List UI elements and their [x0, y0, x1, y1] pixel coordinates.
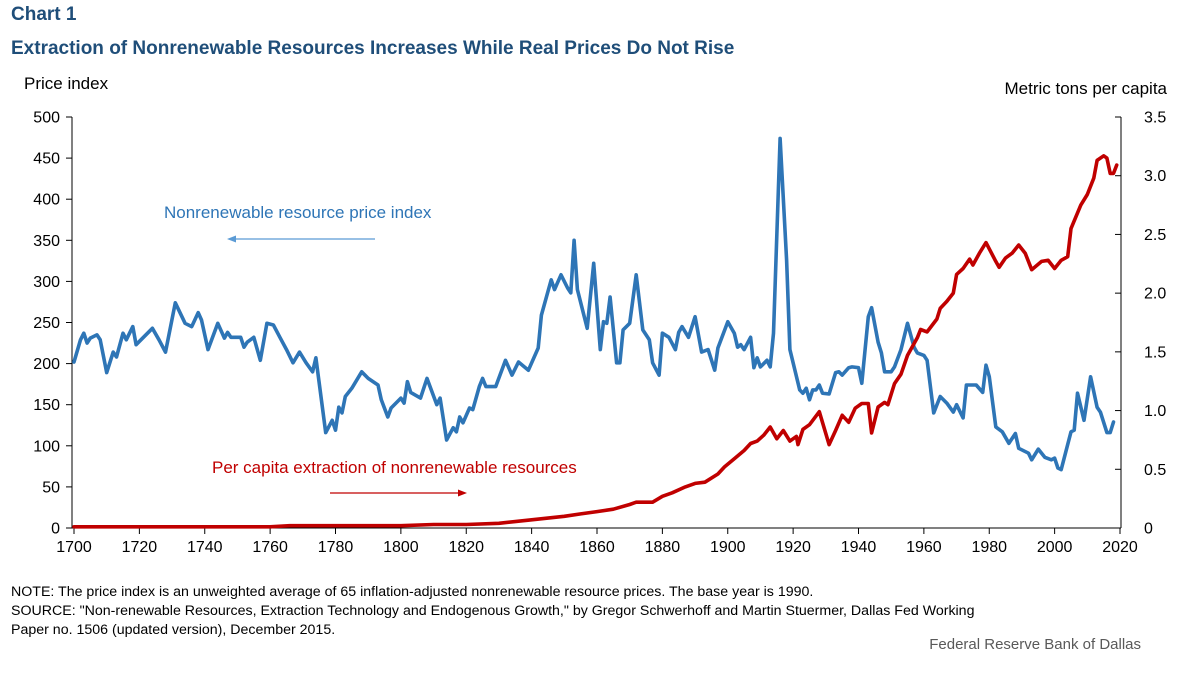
source-credit: Federal Reserve Bank of Dallas — [929, 636, 1141, 653]
y-tick-label-left: 500 — [33, 110, 60, 127]
x-tick-label: 1980 — [971, 539, 1007, 556]
x-tick-label: 1700 — [56, 539, 92, 556]
y-tick-label-right: 1.0 — [1144, 403, 1166, 420]
arrow-right-icon — [458, 489, 467, 497]
chart-number: Chart 1 — [11, 4, 77, 25]
x-tick-label: 1840 — [514, 539, 550, 556]
x-tick-label: 1760 — [252, 539, 288, 556]
axes: 0 50 100 150 200 250 300 350 400 450 500 0 0.5 1.0 1.5… — [33, 110, 1166, 557]
x-tick-label: 2020 — [1102, 539, 1138, 556]
x-tick-label: 1860 — [579, 539, 615, 556]
y-tick-label-left: 150 — [33, 397, 60, 414]
y-tick-label-left: 450 — [33, 151, 60, 168]
y-tick-label-right: 3.5 — [1144, 110, 1166, 127]
y-tick-label-left: 300 — [33, 274, 60, 291]
annotations: Nonrenewable resource price index Per ca… — [164, 203, 577, 497]
x-tick-label: 1920 — [775, 539, 811, 556]
y-tick-label-left: 250 — [33, 315, 60, 332]
extraction-series-annotation: Per capita extraction of nonrenewable re… — [212, 458, 577, 477]
x-tick-label: 1940 — [841, 539, 877, 556]
x-tick-label: 1800 — [383, 539, 419, 556]
y-tick-label-right: 0 — [1144, 521, 1153, 538]
y-tick-label-left: 100 — [33, 438, 60, 455]
y-axis-left-label: Price index — [24, 74, 109, 93]
y-tick-label-right: 0.5 — [1144, 462, 1166, 479]
x-tick-label: 1720 — [122, 539, 158, 556]
y-tick-label-right: 3.0 — [1144, 168, 1166, 185]
arrow-left-icon — [227, 235, 236, 243]
x-tick-label: 1960 — [906, 539, 942, 556]
x-tick-label: 1880 — [645, 539, 681, 556]
y-tick-label-right: 1.5 — [1144, 344, 1166, 361]
y-tick-label-left: 200 — [33, 356, 60, 373]
y-tick-label-left: 0 — [51, 521, 60, 538]
price-index-line — [72, 136, 1116, 472]
y-tick-label-left: 50 — [42, 479, 60, 496]
x-tick-label: 1740 — [187, 539, 223, 556]
x-tick-label: 2000 — [1037, 539, 1073, 556]
footnote-source-line1: SOURCE: "Non-renewable Resources, Extrac… — [11, 603, 975, 619]
x-tick-label: 1820 — [448, 539, 484, 556]
y-tick-label-left: 350 — [33, 233, 60, 250]
footnote-note: NOTE: The price index is an unweighted a… — [11, 584, 814, 600]
y-tick-label-right: 2.5 — [1144, 227, 1166, 244]
extraction-per-capita-line — [72, 154, 1119, 529]
y-axis-right-label: Metric tons per capita — [1004, 79, 1167, 98]
footnote-source-line2: Paper no. 1506 (updated version), Decemb… — [11, 622, 336, 638]
series-group — [72, 136, 1119, 529]
y-tick-label-right: 2.0 — [1144, 286, 1166, 303]
y-tick-label-left: 400 — [33, 192, 60, 209]
x-tick-label: 1780 — [318, 539, 354, 556]
chart-title: Extraction of Nonrenewable Resources Inc… — [11, 38, 735, 59]
x-tick-label: 1900 — [710, 539, 746, 556]
price-series-annotation: Nonrenewable resource price index — [164, 203, 432, 222]
